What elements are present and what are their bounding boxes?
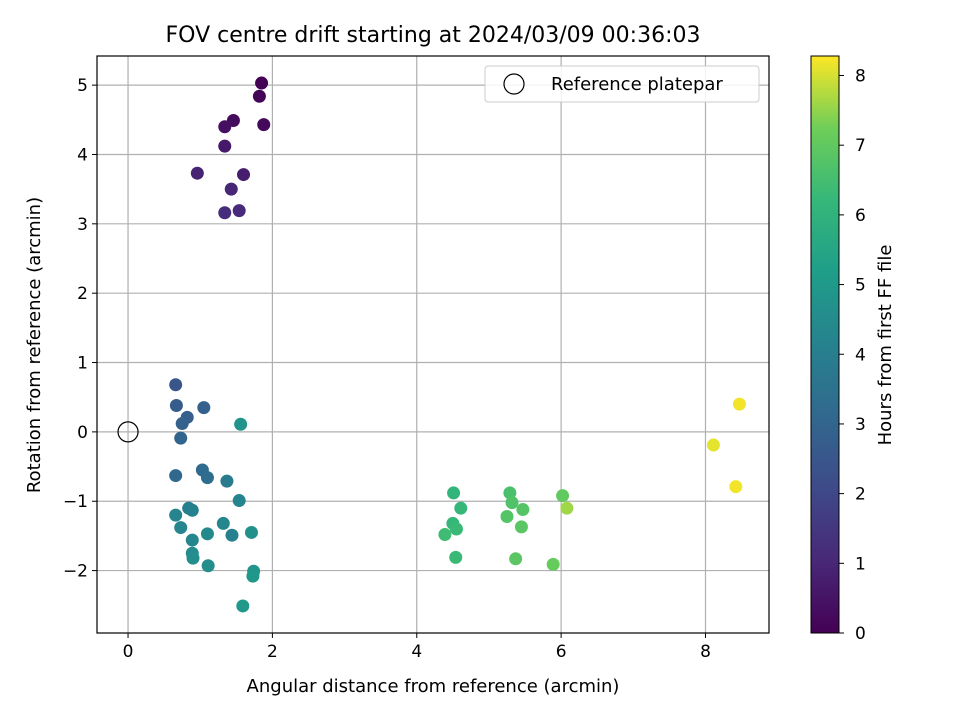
colorbar-label: Hours from first FF file [875,245,896,446]
x-tick-label: 8 [700,642,711,662]
scatter-point [218,120,232,134]
scatter-point [729,480,743,494]
x-axis-label: Angular distance from reference (arcmin) [247,676,620,697]
colorbar-tick-label: 1 [855,554,866,574]
scatter-point [200,527,214,541]
x-tick-label: 4 [411,642,422,662]
scatter-point [185,503,199,517]
colorbar-tick-label: 2 [855,485,866,505]
scatter-point [169,399,183,413]
y-tick-label: 0 [77,423,88,443]
y-tick-label: 5 [77,76,88,96]
x-axis-ticks: 0 2 4 6 8 [123,633,711,662]
scatter-point [509,552,523,566]
scatter-point [237,168,251,182]
scatter-point [516,503,530,517]
scatter-point [454,501,468,515]
scatter-point [732,397,746,411]
grid-lines [97,56,769,633]
scatter-point [505,496,519,510]
colorbar-gradient [810,55,840,634]
legend-reference-marker [503,73,525,95]
plot-frame [96,55,770,634]
scatter-point [252,89,266,103]
y-axis-ticks: −2 −1 0 1 2 3 4 5 [63,76,97,582]
scatter-point [447,486,461,500]
legend-box [484,65,760,103]
scatter-point [169,508,183,522]
scatter-point [200,471,214,485]
scatter-point [449,522,463,536]
scatter-point [169,378,183,392]
scatter-point [190,166,204,180]
scatter-point [174,521,188,535]
scatter-point [224,182,238,196]
colorbar-tick-label: 0 [855,624,866,644]
colorbar-tick-label: 5 [855,276,866,296]
y-tick-label: 1 [77,354,88,374]
y-axis-label: Rotation from reference (arcmin) [24,197,45,493]
reference-platepar-marker [117,421,139,443]
scatter-point [560,501,574,515]
scatter-point [257,118,271,132]
scatter-point [218,139,232,153]
y-tick-label: −1 [63,492,88,512]
scatter-point [500,509,514,523]
colorbar-ticks: 0 1 2 3 4 5 6 7 8 [839,67,866,644]
y-tick-label: 4 [77,145,88,165]
scatter-point [186,551,200,565]
y-tick-label: 3 [77,215,88,235]
scatter-point [197,401,211,415]
x-tick-label: 0 [123,642,134,662]
scatter-point [244,525,258,539]
scatter-point [225,528,239,542]
colorbar: 0 1 2 3 4 5 6 7 8 Hours from first FF file [810,55,896,644]
scatter-point [216,516,230,530]
scatter-point [255,76,269,90]
scatter-point [232,494,246,508]
y-tick-label: 2 [77,284,88,304]
scatter-point [706,438,720,452]
scatter-point [220,474,234,488]
colorbar-tick-label: 6 [855,206,866,226]
colorbar-tick-label: 7 [855,136,866,156]
colorbar-tick-label: 8 [855,67,866,87]
colorbar-tick-label: 4 [855,345,866,365]
scatter-point [236,599,250,613]
scatter-point [514,520,528,534]
colorbar-tick-label: 3 [855,415,866,435]
scatter-point [234,417,248,431]
legend: Reference platepar [484,65,760,103]
scatter-point [449,550,463,564]
y-tick-label: −2 [63,562,88,582]
scatter-point [438,528,452,542]
scatter-point [503,486,517,500]
scatter-point [175,417,189,431]
reference-layer [117,421,139,443]
scatter-point [169,469,183,483]
scatter-point [174,431,188,445]
scatter-point [201,559,215,573]
x-tick-label: 2 [267,642,278,662]
chart-title: FOV centre drift starting at 2024/03/09 … [166,23,701,48]
legend-reference-label: Reference platepar [551,74,723,95]
scatter-point [546,557,560,571]
scatter-point [556,489,570,503]
scatter-point [218,206,232,220]
scatter-point [232,204,246,218]
data-points [169,76,746,613]
scatter-point [185,533,199,547]
x-tick-label: 6 [556,642,567,662]
scatter-point [246,569,260,583]
